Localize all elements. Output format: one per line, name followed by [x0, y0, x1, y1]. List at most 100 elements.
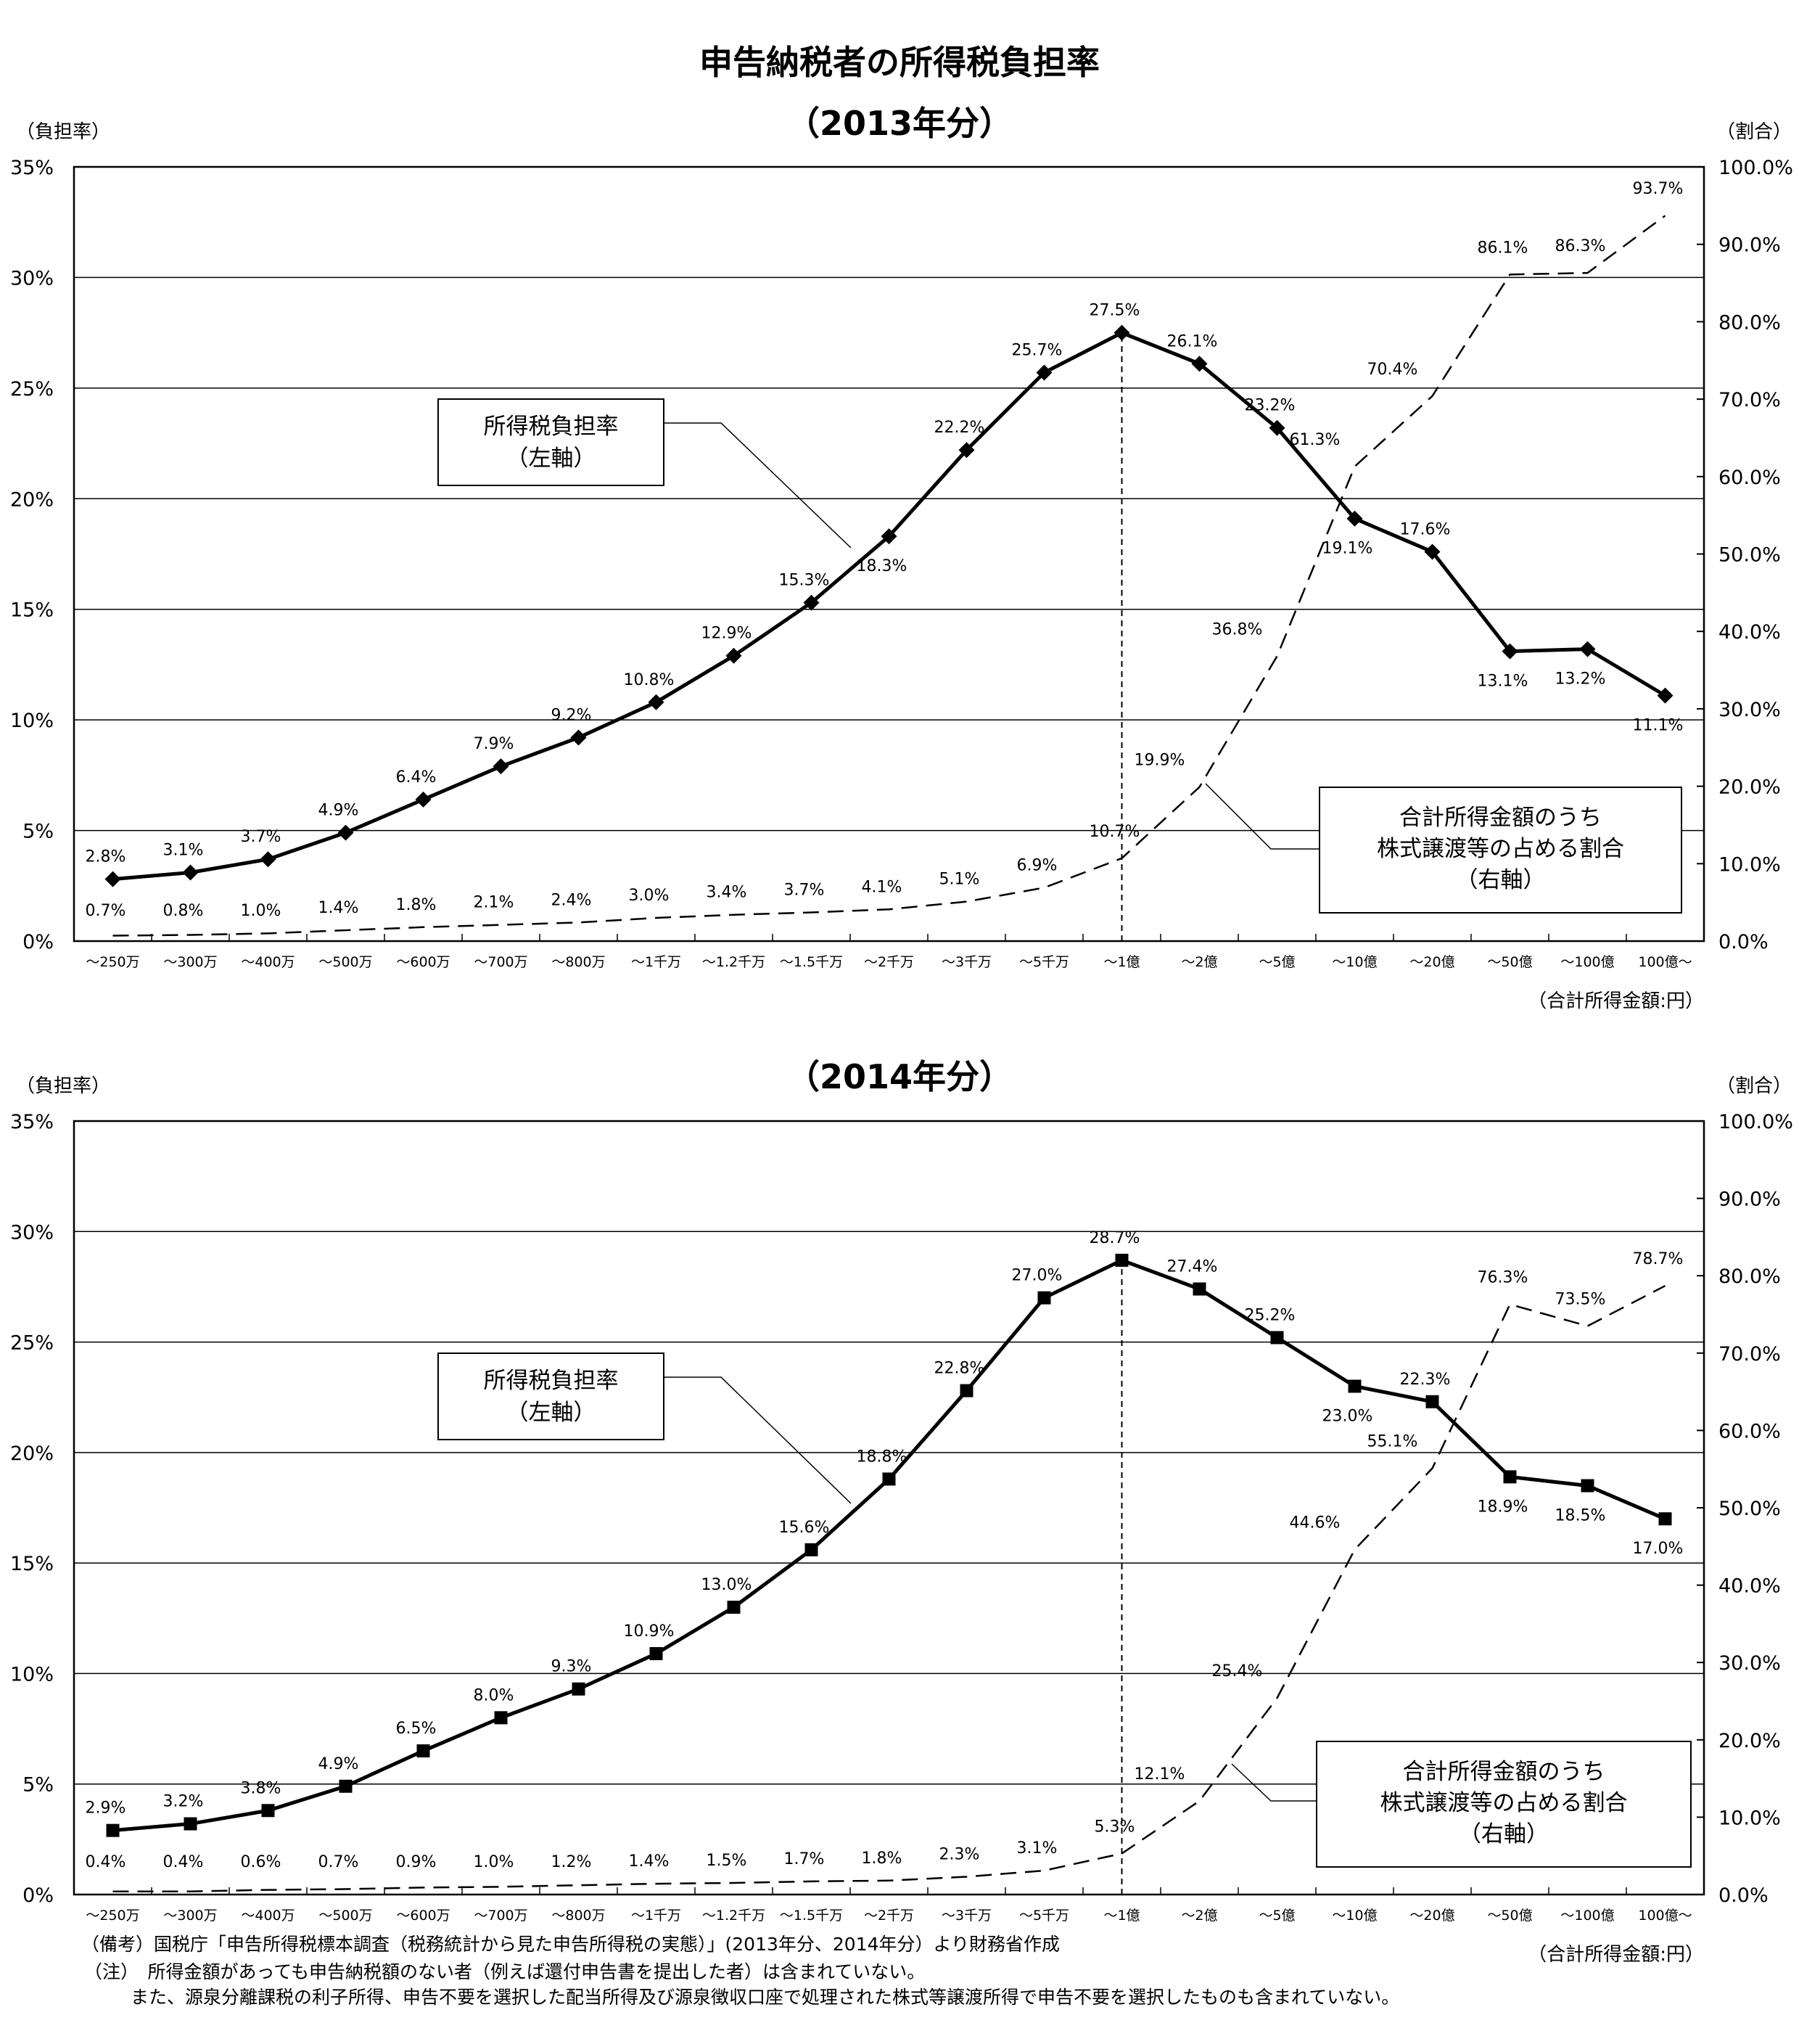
chart1-tax-rate-label: 11.1% [1633, 717, 1684, 735]
chart2-share-label: 1.8% [862, 1850, 902, 1868]
chart2-share-label: 76.3% [1478, 1269, 1528, 1287]
chart2-tax-rate-point [1425, 1395, 1439, 1408]
chart2-tax-rate-point [1348, 1379, 1362, 1393]
chart1-tax-rate-label: 17.6% [1400, 520, 1451, 538]
chart2-tax-rate-label: 27.0% [1012, 1267, 1063, 1285]
chart2-share-label: 44.6% [1290, 1514, 1341, 1532]
chart1-x-tick-label: ～400万 [241, 954, 295, 970]
chart2-x-tick-label: 100億～ [1638, 1908, 1692, 1924]
chart1-x-tick-label: ～800万 [551, 954, 605, 970]
chart2-tax-rate-label: 2.9% [86, 1799, 126, 1818]
chart2-x-tick-label: ～2千万 [864, 1908, 914, 1924]
chart2-x-tick-label: ～1.2千万 [702, 1908, 765, 1924]
chart2-share-label: 73.5% [1555, 1290, 1606, 1308]
chart1-left-tick-label: 35% [10, 157, 54, 179]
chart1-right-tick-label: 10.0% [1718, 853, 1781, 876]
chart1-right-tick-label: 0.0% [1718, 931, 1769, 953]
chart2-tax-rate-point [1115, 1253, 1129, 1267]
chart2-x-tick-label: ～1.5千万 [780, 1908, 843, 1924]
chart2-callout-share-line3: （右軸） [1459, 1821, 1549, 1847]
chart1-x-tick-label: 100億～ [1638, 954, 1692, 970]
chart2-share-label: 1.4% [629, 1852, 670, 1871]
chart1-share-label: 70.4% [1367, 361, 1418, 379]
chart2-tax-rate-point [727, 1601, 741, 1614]
chart2-tax-rate-point [649, 1647, 663, 1661]
chart1-right-tick-label: 20.0% [1718, 776, 1781, 799]
chart1-x-tick-label: ～5千万 [1019, 954, 1069, 970]
chart2-share-label: 1.2% [551, 1853, 592, 1871]
chart1-callout-share-line2: 株式譲渡等の占める割合 [1377, 836, 1624, 862]
chart1-x-tick-label: ～5億 [1259, 954, 1295, 970]
chart2-x-tick-label: ～300万 [163, 1908, 217, 1924]
chart1-x-tick-label: ～2千万 [864, 954, 914, 970]
chart2-right-tick-label: 100.0% [1718, 1111, 1793, 1133]
chart1-right-tick-label: 30.0% [1718, 699, 1781, 721]
chart2-x-tick-label: ～250万 [86, 1908, 139, 1924]
chart1-tax-rate-point [1424, 543, 1441, 560]
chart2-tax-rate-point [882, 1472, 896, 1486]
chart2-share-label: 5.3% [1095, 1818, 1135, 1836]
chart2-x-axis-unit: （合計所得金額:円） [1528, 1944, 1704, 1966]
chart2-share-label: 0.4% [86, 1853, 126, 1871]
chart1-tax-rate-label: 15.3% [779, 572, 830, 590]
chart2-x-tick-label: ～600万 [396, 1908, 450, 1924]
chart2-tax-rate-label: 17.0% [1633, 1540, 1684, 1558]
chart1-left-tick-label: 25% [10, 378, 54, 401]
chart1-tax-rate-label: 13.2% [1555, 670, 1606, 689]
chart2-right-tick-label: 70.0% [1718, 1343, 1781, 1366]
chart1-share-label: 1.4% [318, 899, 359, 917]
chart1-tax-rate-point [648, 694, 664, 710]
chart1-right-tick-label: 70.0% [1718, 389, 1781, 411]
chart1-tax-rate-label: 6.4% [396, 768, 437, 787]
chart2-tax-rate-label: 13.0% [701, 1576, 752, 1594]
chart2-tax-rate-label: 8.0% [474, 1686, 514, 1704]
chart1-tax-rate-label: 9.2% [551, 707, 592, 725]
chart1-x-tick-label: ～700万 [474, 954, 527, 970]
chart2-tax-rate-label: 6.5% [396, 1720, 437, 1738]
chart2-left-tick-label: 25% [10, 1332, 54, 1355]
chart2-tax-rate-point [1193, 1282, 1206, 1296]
chart1-share-line [112, 215, 1666, 937]
chart1-share-label: 2.4% [551, 891, 592, 909]
chart1-tax-rate-point [104, 871, 121, 887]
chart2-share-label: 2.3% [939, 1845, 980, 1863]
chart1-share-label: 86.1% [1478, 239, 1528, 257]
chart1-tax-rate-label: 3.1% [163, 841, 204, 859]
chart2-x-tick-label: ～1億 [1103, 1908, 1140, 1924]
chart2-x-tick-label: ～100億 [1560, 1908, 1614, 1924]
chart1-tax-rate-label: 19.1% [1322, 540, 1373, 558]
chart1-tax-rate-label: 2.8% [86, 848, 126, 866]
chart2-left-axis-unit: （負担率） [16, 1075, 110, 1097]
chart2-tax-rate-label: 27.4% [1167, 1257, 1218, 1276]
chart2-right-tick-label: 40.0% [1718, 1575, 1781, 1598]
chart1-callout-share-line1: 合計所得金額のうち [1399, 805, 1602, 831]
chart2-x-tick-label: ～800万 [551, 1908, 605, 1924]
chart1-x-tick-label: ～100億 [1560, 954, 1614, 970]
chart2-tax-rate-point [106, 1823, 120, 1837]
chart1-tax-rate-point [725, 647, 742, 664]
chart1-tax-rate-point [1269, 419, 1285, 436]
chart2-share-label: 12.1% [1135, 1765, 1185, 1784]
chart1-x-tick-label: ～2億 [1181, 954, 1217, 970]
chart2-callout-share-line2: 株式譲渡等の占める割合 [1380, 1790, 1628, 1816]
chart1-tax-rate-label: 22.2% [934, 419, 985, 437]
chart1-left-tick-label: 5% [22, 821, 54, 843]
chart2-right-axis-unit: （割合） [1716, 1075, 1792, 1097]
note-1: （注） 所得金額があっても申告納税額のない者（例えば還付申告書を提出した者）は含… [84, 1961, 926, 1982]
chart1-right-axis-unit: （割合） [1716, 121, 1792, 143]
chart1-tax-rate-point [1346, 510, 1363, 527]
chart1-share-label: 4.1% [862, 878, 902, 896]
chart1-tax-rate-point [803, 594, 820, 611]
chart2-callout-box-share [1316, 1741, 1692, 1868]
source-note: （備考）国税庁「申告所得税標本調査（税務統計から見た申告所得税の実態）」(201… [81, 1934, 1061, 1955]
chart1-callout-tax-rate-line2: （左軸） [506, 446, 596, 472]
chart1-share-label: 1.8% [396, 896, 437, 914]
chart1-tax-rate-point [1036, 364, 1053, 381]
chart2-callout-tax-rate-line1: 所得税負担率 [484, 1368, 619, 1394]
chart2-right-tick-label: 0.0% [1718, 1884, 1769, 1907]
chart2-title: （2014年分） [786, 1057, 1013, 1096]
chart1-tax-rate-label: 23.2% [1245, 397, 1296, 415]
chart2-tax-rate-label: 10.9% [624, 1622, 675, 1641]
chart1-tax-rate-point [415, 791, 432, 808]
